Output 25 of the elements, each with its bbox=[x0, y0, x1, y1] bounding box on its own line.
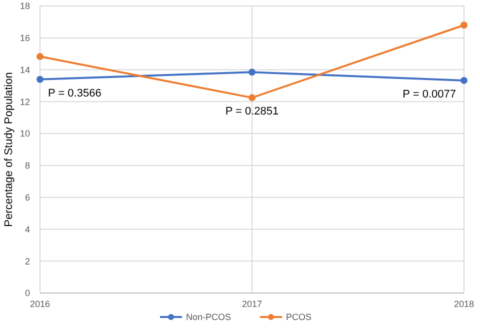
x-tick-label: 2018 bbox=[454, 299, 474, 309]
y-tick-label: 14 bbox=[20, 64, 30, 75]
y-tick-label: 0 bbox=[24, 288, 30, 298]
legend-label: Non-PCOS bbox=[186, 312, 232, 322]
annotation: P = 0.2851 bbox=[225, 106, 279, 118]
y-tick-label: 12 bbox=[20, 96, 30, 107]
annotation: P = 0.3566 bbox=[48, 87, 102, 100]
y-axis-title: Percentage of Study Population bbox=[3, 72, 15, 227]
y-tick-label: 6 bbox=[24, 192, 30, 202]
y-tick-label: 4 bbox=[24, 224, 30, 234]
annotation: P = 0.0077 bbox=[402, 88, 456, 100]
y-tick-label: 18 bbox=[20, 1, 30, 12]
y-tick-label: 16 bbox=[20, 33, 30, 44]
point bbox=[460, 76, 468, 84]
point bbox=[36, 76, 44, 83]
y-tick-label: 10 bbox=[20, 128, 30, 139]
point bbox=[460, 22, 468, 29]
legend-label: PCOS bbox=[286, 312, 312, 322]
point bbox=[36, 53, 44, 60]
point bbox=[248, 68, 256, 76]
x-tick-label: 2017 bbox=[242, 299, 262, 309]
point bbox=[248, 94, 256, 102]
x-tick-label: 2016 bbox=[30, 299, 50, 309]
y-tick-label: 8 bbox=[24, 160, 30, 171]
y-tick-label: 2 bbox=[24, 256, 30, 266]
